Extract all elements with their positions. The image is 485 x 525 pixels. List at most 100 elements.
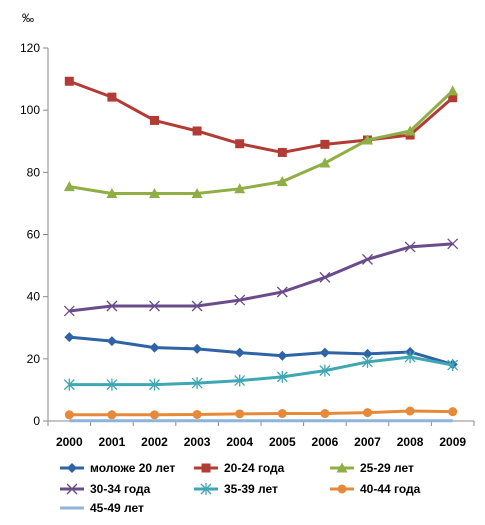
data-point (362, 348, 373, 359)
data-point (150, 115, 159, 125)
data-point (106, 336, 117, 347)
legend: моложе 20 лет 20-24 года 25-29 лет 30-34 го… (60, 461, 421, 515)
legend-label: 35-39 лет (224, 482, 278, 496)
y-tick-label: 0 (33, 414, 40, 428)
y-tick-label: 40 (27, 290, 41, 304)
data-point (276, 176, 288, 187)
data-point (149, 378, 160, 391)
legend-label: 45-49 лет (90, 501, 144, 515)
data-point (192, 409, 202, 419)
series-line (69, 89, 454, 195)
data-point (319, 271, 331, 283)
data-point (447, 359, 459, 372)
data-point (404, 350, 416, 363)
data-point (64, 410, 74, 420)
data-point (234, 294, 246, 306)
series-layer (63, 76, 459, 423)
data-point (277, 409, 287, 419)
legend-label: 20-24 года (224, 461, 285, 475)
data-point (362, 134, 373, 145)
x-tick-label: 2002 (141, 435, 168, 449)
legend-swatch-marker (67, 463, 77, 473)
series-line (69, 242, 453, 313)
data-point (405, 406, 415, 416)
series-6 (64, 406, 458, 420)
legend-swatch-marker (201, 463, 211, 473)
legend-entry: 40-44 года (330, 482, 421, 496)
data-point (107, 92, 117, 102)
data-point (149, 300, 160, 312)
data-point (320, 139, 330, 149)
x-tick-label: 2005 (269, 435, 296, 449)
y-tick-label: 120 (20, 41, 40, 55)
data-point (63, 305, 75, 317)
legend-swatch-marker (200, 483, 212, 495)
data-point (150, 410, 159, 420)
data-point (319, 364, 331, 377)
data-point (64, 332, 75, 343)
data-point (404, 241, 416, 253)
series-line (69, 335, 454, 366)
data-point (363, 408, 372, 418)
data-point (362, 355, 373, 368)
y-axis-unit-label: ‰ (22, 11, 34, 25)
x-tick-label: 2000 (56, 435, 83, 449)
data-point (149, 342, 160, 353)
y-tick-label: 80 (27, 165, 41, 179)
data-point (234, 183, 246, 194)
data-point (448, 93, 458, 103)
data-point (277, 350, 288, 361)
data-point (192, 126, 202, 136)
series-2 (64, 76, 458, 157)
y-tick-label: 20 (27, 352, 41, 366)
data-point (107, 410, 117, 420)
data-point (447, 238, 459, 250)
data-point (404, 125, 416, 136)
data-point (149, 187, 160, 198)
legend-swatch-marker (336, 462, 348, 473)
series-1 (64, 332, 458, 370)
data-point (362, 253, 373, 265)
data-point (63, 181, 75, 192)
legend-label: 25-29 лет (360, 461, 414, 475)
data-point (320, 409, 330, 419)
legend-label: 40-44 года (360, 482, 421, 496)
y-tick-label: 60 (27, 228, 41, 242)
data-point (276, 370, 288, 383)
data-point (235, 409, 245, 419)
legend-label: моложе 20 лет (90, 461, 175, 475)
data-point (191, 300, 203, 312)
data-point (277, 147, 287, 157)
legend-swatch-marker (66, 483, 78, 495)
x-tick-label: 2008 (397, 435, 424, 449)
data-point (319, 157, 331, 168)
x-tick-label: 2001 (99, 435, 126, 449)
data-point (447, 85, 459, 96)
data-point (63, 378, 75, 391)
data-point (235, 139, 245, 149)
series-5 (63, 350, 459, 391)
series-line (68, 79, 454, 154)
x-tick-label: 2003 (184, 435, 211, 449)
series-4 (63, 238, 459, 317)
x-tick-label: 2009 (439, 435, 466, 449)
data-point (191, 377, 203, 390)
legend-entry: моложе 20 лет (60, 461, 175, 475)
series-3 (63, 85, 459, 198)
data-point (106, 300, 118, 312)
axes: 0 20 40 60 80 100 120 ‰ 2000 2001 2002 2003 2004 2005… (20, 11, 475, 449)
legend-label: 30-34 года (90, 482, 151, 496)
legend-entry: 45-49 лет (60, 501, 144, 515)
data-point (276, 286, 288, 298)
legend-entry: 30-34 года (60, 482, 151, 496)
series-line (69, 355, 453, 387)
data-point (448, 407, 458, 417)
legend-swatch-marker (337, 484, 347, 494)
legend-entry: 20-24 года (194, 461, 285, 475)
x-tick-label: 2006 (312, 435, 339, 449)
data-point (191, 187, 203, 198)
x-tick-label: 2007 (354, 435, 381, 449)
legend-entry: 25-29 лет (330, 461, 414, 475)
